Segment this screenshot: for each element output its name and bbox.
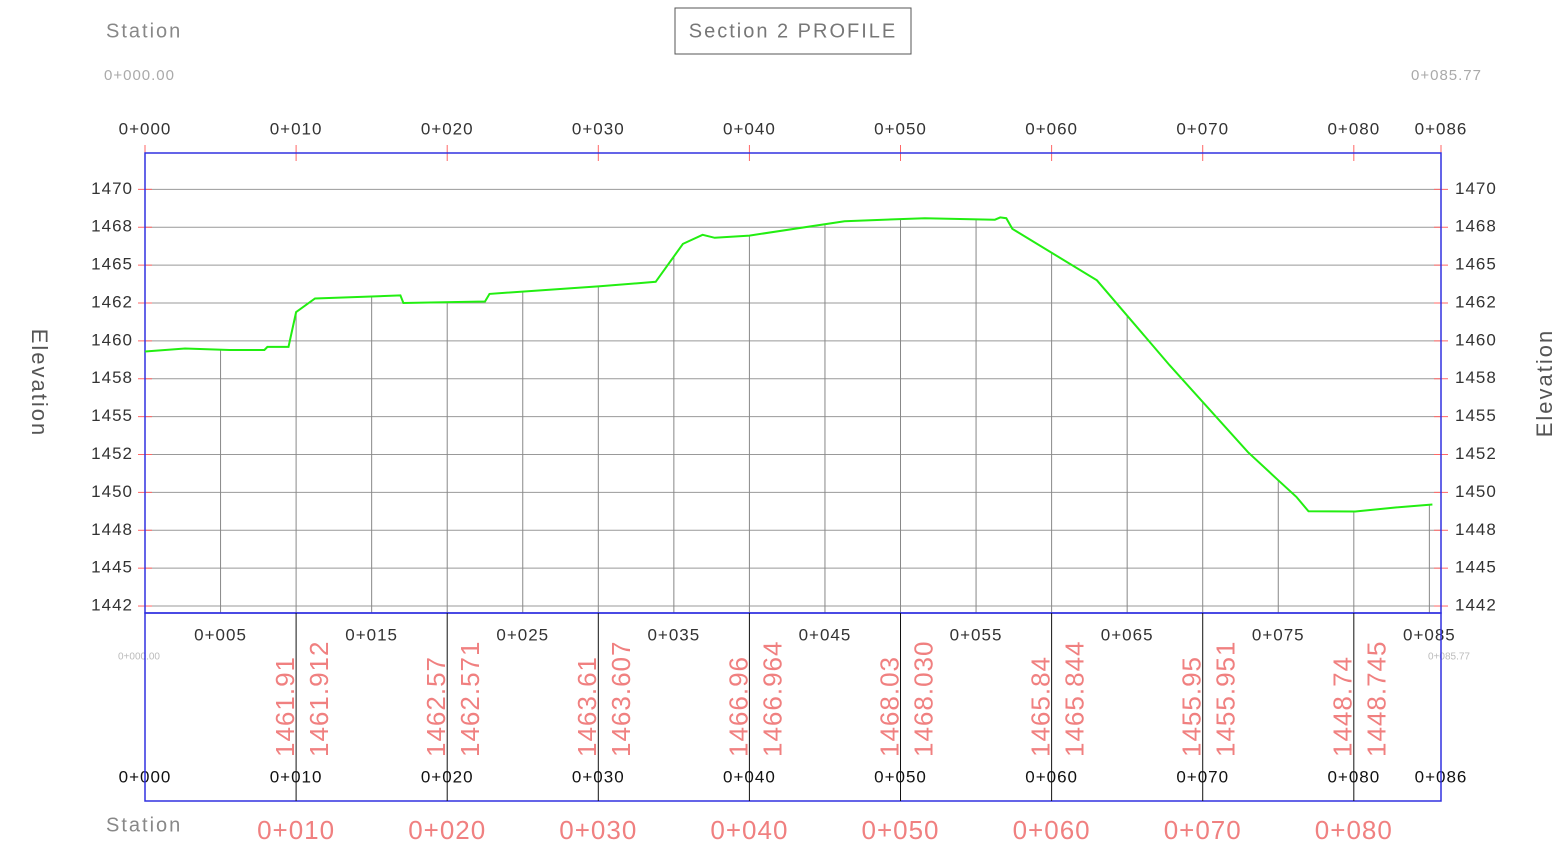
band-elevation: 1455.951 — [1211, 641, 1241, 757]
y-tick-label: 1450 — [91, 482, 133, 501]
band-elevation: 1448.74 — [1328, 656, 1358, 757]
station-label: Station — [106, 20, 182, 42]
x-tick-label: 0+000 — [119, 119, 172, 138]
x-tick-label: 0+030 — [572, 119, 625, 138]
y-tick-label: 1468 — [91, 217, 133, 236]
y-tick-label: 1448 — [91, 520, 133, 539]
x-tick-label: 0+070 — [1176, 119, 1229, 138]
end-station: 0+085.77 — [1411, 67, 1482, 84]
band-elevation: 1466.964 — [757, 641, 787, 757]
y-axis-label: Elevation — [1532, 329, 1557, 438]
y-tick-label: 1470 — [91, 179, 133, 198]
chart-title: Section 2 PROFILE — [689, 20, 898, 42]
station-label: Station — [106, 814, 182, 836]
y-axis-label: Elevation — [27, 329, 52, 438]
x-tick-label: 0+086 — [1415, 119, 1468, 138]
x-tick-label: 0+035 — [647, 625, 700, 644]
x-tick-label: 0+020 — [421, 119, 474, 138]
y-tick-label: 1460 — [91, 330, 133, 349]
band-elevation: 1468.03 — [874, 656, 904, 757]
y-tick-label: 1465 — [1455, 255, 1497, 274]
y-tick-label: 1458 — [91, 368, 133, 387]
y-tick-label: 1448 — [1455, 520, 1497, 539]
band-elevation: 1463.607 — [606, 641, 636, 757]
station-label: 0+030 — [559, 815, 637, 845]
title-box — [674, 7, 912, 55]
band-elevation: 1461.91 — [270, 656, 300, 757]
profile-line — [144, 216, 1433, 513]
y-tick-label: 1450 — [1455, 482, 1497, 501]
band-elevation: 1462.571 — [455, 641, 485, 757]
x-tick-label: 0+075 — [1252, 625, 1305, 644]
plot-frame — [144, 152, 1442, 614]
y-tick-label: 1452 — [1455, 444, 1497, 463]
band-elevation: 1463.61 — [572, 656, 602, 757]
y-tick-label: 1458 — [1455, 368, 1497, 387]
y-tick-label: 1455 — [91, 406, 133, 425]
x-tick-label: 0+065 — [1101, 625, 1154, 644]
y-tick-label: 1465 — [91, 255, 133, 274]
y-tick-label: 1442 — [91, 596, 133, 615]
y-tick-label: 1468 — [1455, 217, 1497, 236]
band-elevation: 1468.030 — [908, 641, 938, 757]
band-elevation: 1462.57 — [421, 656, 451, 757]
x-tick-label: 0+005 — [194, 625, 247, 644]
station-label: 0+060 — [1013, 815, 1091, 845]
x-tick-label: 0+050 — [874, 119, 927, 138]
band-elevation: 1455.95 — [1177, 656, 1207, 757]
y-tick-label: 1452 — [91, 444, 133, 463]
y-tick-label: 1460 — [1455, 330, 1497, 349]
band-elevation: 1465.84 — [1025, 656, 1055, 757]
band-elevation: 1465.844 — [1059, 641, 1089, 757]
x-tick-label: 0+025 — [496, 625, 549, 644]
x-tick-label: 0+010 — [270, 119, 323, 138]
y-tick-label: 1445 — [91, 558, 133, 577]
band-frame — [144, 612, 1442, 802]
band-elevation: 1466.96 — [723, 656, 753, 757]
x-tick-label: 0+055 — [950, 625, 1003, 644]
x-tick-label: 0+060 — [1025, 119, 1078, 138]
y-tick-label: 1445 — [1455, 558, 1497, 577]
station-label: 0+080 — [1315, 815, 1393, 845]
x-tick-label: 0+045 — [799, 625, 852, 644]
x-tick-label: 0+040 — [723, 119, 776, 138]
x-tick-label: 0+085 — [1403, 625, 1456, 644]
station-label: 0+070 — [1164, 815, 1242, 845]
station-label: 0+010 — [257, 815, 335, 845]
station-label: 0+020 — [408, 815, 486, 845]
station-label: 0+040 — [710, 815, 788, 845]
x-tick-label: 0+015 — [345, 625, 398, 644]
x-tick-label: 0+080 — [1327, 119, 1380, 138]
y-tick-label: 1462 — [1455, 292, 1497, 311]
y-tick-label: 1470 — [1455, 179, 1497, 198]
band-elevation: 1461.912 — [304, 641, 334, 757]
y-tick-label: 1442 — [1455, 596, 1497, 615]
station-label: 0+050 — [861, 815, 939, 845]
y-tick-label: 1455 — [1455, 406, 1497, 425]
end-station: 0+085.77 — [1428, 652, 1470, 663]
start-station: 0+000.00 — [118, 652, 160, 663]
start-station: 0+000.00 — [104, 67, 175, 84]
band-elevation: 1448.745 — [1362, 641, 1392, 757]
y-tick-label: 1462 — [91, 292, 133, 311]
